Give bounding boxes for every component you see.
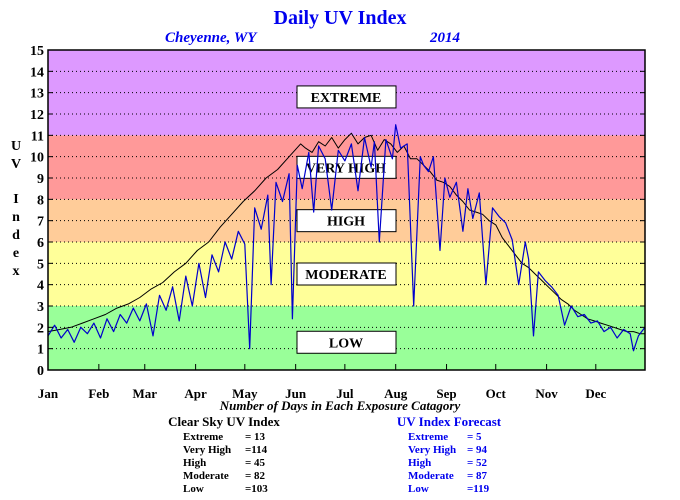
y-tick-label: 10 (30, 151, 44, 166)
x-tick-label: Jun (285, 386, 307, 401)
x-tick-label: Feb (88, 386, 109, 401)
y-axis-label-char: d (12, 228, 20, 243)
stat-row-label: Moderate (183, 470, 229, 482)
y-axis-label-char: V (11, 157, 21, 172)
y-tick-label: 3 (37, 300, 44, 315)
y-tick-label: 1 (37, 343, 44, 358)
stat-row-value: =114 (245, 444, 268, 456)
y-axis-label-char: I (13, 192, 18, 207)
y-tick-label: 2 (37, 321, 44, 336)
y-tick-label: 5 (37, 257, 44, 272)
x-tick-label: Sep (436, 386, 456, 401)
forecast-stats: UV Index Forecast Extreme = 5 Very High = 9… (397, 414, 502, 495)
stat-row-value: =119 (467, 483, 490, 495)
x-tick-label: Apr (184, 386, 207, 401)
chart-location: Cheyenne, WY (165, 30, 258, 46)
stat-row-label: Extreme (408, 431, 448, 443)
y-tick-label: 4 (37, 279, 44, 294)
stat-row-label: High (408, 457, 431, 469)
series-group (47, 124, 646, 352)
clear-sky-stats: Clear Sky UV Index Extreme = 13 Very High =… (168, 414, 280, 495)
y-tick-label: 15 (30, 44, 44, 59)
forecast-title: UV Index Forecast (397, 414, 502, 429)
y-axis-label: UV Index (11, 139, 21, 279)
stat-row-value: = 82 (245, 470, 266, 482)
clear-sky-title: Clear Sky UV Index (168, 414, 280, 429)
clear-sky-line (47, 132, 645, 335)
y-tick-label: 9 (37, 172, 44, 187)
y-axis-label-char: n (12, 210, 20, 225)
forecast-line (47, 124, 646, 352)
stat-row-value: =103 (245, 483, 268, 495)
stat-row-value: = 5 (467, 431, 482, 443)
stat-row-label: Low (408, 483, 429, 495)
plot-frame (47, 49, 646, 371)
stat-row-label: Extreme (183, 431, 223, 443)
stat-row-label: Very High (183, 444, 231, 456)
band-label-box (296, 330, 397, 354)
y-tick-label: 7 (37, 215, 44, 230)
y-tick-label: 14 (30, 65, 44, 80)
y-axis-label-char: x (13, 264, 20, 279)
band-label-high: HIGH (327, 215, 365, 230)
stat-row-label: Moderate (408, 470, 454, 482)
stat-row-label: Low (183, 483, 204, 495)
x-tick-label: Oct (486, 386, 507, 401)
stat-row-label: High (183, 457, 206, 469)
stat-row-value: = 87 (467, 470, 488, 482)
y-tick-label: 11 (31, 129, 44, 144)
x-tick-label: Jul (336, 386, 354, 401)
band-label-very-high: VERY HIGH (306, 161, 386, 176)
band-labels: LOW MODERATE HIGH VERY HIGH EXTREME (296, 85, 397, 354)
y-axis-label-char: e (13, 246, 19, 261)
stat-row-value: = 52 (467, 457, 488, 469)
x-axis-caption: Number of Days in Each Exposure Catagory (219, 398, 461, 413)
x-tick-label: Aug (384, 386, 408, 401)
band-label-box (296, 262, 397, 286)
band-label-low: LOW (329, 336, 363, 351)
x-axis-ticks: Jan Feb Mar Apr May Jun Jul Aug Sep Oct Nov Dec (38, 364, 606, 401)
y-tick-label: 13 (30, 87, 44, 102)
x-tick-label: Jan (38, 386, 59, 401)
x-tick-label: Dec (585, 386, 606, 401)
chart-title: Daily UV Index (274, 7, 407, 29)
stat-row-value: = 13 (245, 431, 266, 443)
x-tick-label: May (232, 386, 258, 401)
stat-row-label: Very High (408, 444, 456, 456)
band-label-extreme: EXTREME (311, 91, 382, 106)
y-tick-label: 6 (37, 236, 44, 251)
chart-year: 2014 (429, 30, 461, 46)
y-tick-label: 0 (37, 364, 44, 379)
x-tick-label: Nov (535, 386, 558, 401)
y-tick-label: 8 (37, 193, 44, 208)
band-label-box (296, 85, 397, 109)
stat-row-value: = 45 (245, 457, 266, 469)
y-tick-label: 12 (30, 108, 44, 123)
x-tick-label: Mar (132, 386, 157, 401)
band-label-box (296, 209, 397, 233)
band-label-moderate: MODERATE (305, 268, 386, 283)
y-axis-label-char: U (11, 139, 21, 154)
stat-row-value: = 94 (467, 444, 488, 456)
